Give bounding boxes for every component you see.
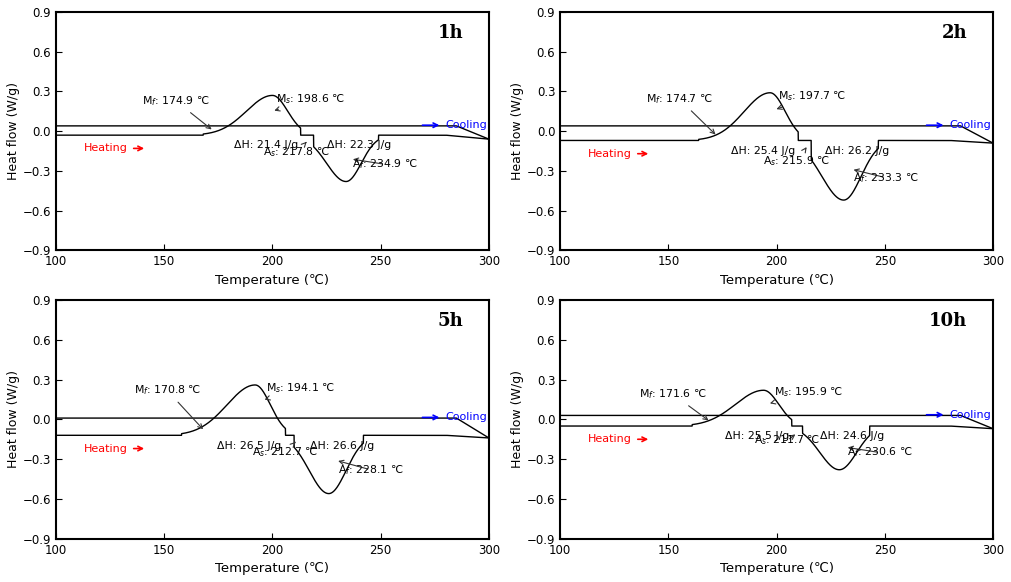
Text: 10h: 10h — [929, 312, 968, 330]
Text: ΔH: 26.2 J/g: ΔH: 26.2 J/g — [825, 146, 889, 156]
Text: Heating: Heating — [84, 143, 143, 154]
Text: Heating: Heating — [588, 149, 646, 159]
Text: A$_s$: 217.8 ℃: A$_s$: 217.8 ℃ — [264, 143, 330, 159]
Text: Heating: Heating — [588, 434, 646, 444]
Text: M$_f$: 170.8 ℃: M$_f$: 170.8 ℃ — [133, 384, 202, 428]
Text: ΔH: 22.3 J/g: ΔH: 22.3 J/g — [327, 140, 391, 151]
Text: M$_f$: 174.7 ℃: M$_f$: 174.7 ℃ — [646, 93, 715, 134]
Text: M$_s$: 197.7 ℃: M$_s$: 197.7 ℃ — [777, 90, 846, 109]
Text: ΔH: 25.5 J/g: ΔH: 25.5 J/g — [725, 431, 790, 441]
Text: 2h: 2h — [941, 24, 968, 42]
Text: 1h: 1h — [438, 24, 463, 42]
Text: Cooling: Cooling — [423, 120, 486, 130]
X-axis label: Temperature (℃): Temperature (℃) — [215, 274, 330, 287]
Text: ΔH: 26.6 J/g: ΔH: 26.6 J/g — [309, 441, 374, 450]
Text: M$_s$: 198.6 ℃: M$_s$: 198.6 ℃ — [275, 92, 345, 111]
Text: M$_f$: 174.9 ℃: M$_f$: 174.9 ℃ — [143, 94, 210, 129]
Text: M$_s$: 194.1 ℃: M$_s$: 194.1 ℃ — [266, 381, 335, 400]
Y-axis label: Heat flow (W/g): Heat flow (W/g) — [7, 82, 20, 180]
Y-axis label: Heat flow (W/g): Heat flow (W/g) — [511, 82, 524, 180]
Text: Heating: Heating — [84, 443, 143, 453]
Text: ΔH: 25.4 J/g: ΔH: 25.4 J/g — [732, 146, 796, 156]
Y-axis label: Heat flow (W/g): Heat flow (W/g) — [511, 370, 524, 469]
X-axis label: Temperature (℃): Temperature (℃) — [720, 562, 834, 575]
X-axis label: Temperature (℃): Temperature (℃) — [720, 274, 834, 287]
Text: Cooling: Cooling — [926, 120, 991, 130]
Text: A$_f$: 233.3 ℃: A$_f$: 233.3 ℃ — [853, 169, 919, 184]
Text: A$_s$: 212.7 ℃: A$_s$: 212.7 ℃ — [253, 442, 318, 459]
Text: M$_s$: 195.9 ℃: M$_s$: 195.9 ℃ — [771, 385, 843, 404]
Text: A$_s$: 215.9 ℃: A$_s$: 215.9 ℃ — [763, 148, 830, 168]
Text: Cooling: Cooling — [926, 410, 991, 420]
Text: M$_f$: 171.6 ℃: M$_f$: 171.6 ℃ — [639, 388, 708, 420]
Text: ΔH: 24.6 J/g: ΔH: 24.6 J/g — [820, 431, 885, 441]
Text: 5h: 5h — [437, 312, 463, 330]
Text: Cooling: Cooling — [423, 413, 486, 423]
Text: A$_f$: 228.1 ℃: A$_f$: 228.1 ℃ — [338, 460, 403, 477]
Text: A$_s$: 211.7 ℃: A$_s$: 211.7 ℃ — [754, 434, 820, 448]
Text: ΔH: 21.4 J/g: ΔH: 21.4 J/g — [234, 140, 298, 151]
X-axis label: Temperature (℃): Temperature (℃) — [215, 562, 330, 575]
Text: ΔH: 26.5 J/g: ΔH: 26.5 J/g — [216, 441, 281, 450]
Text: A$_f$: 230.6 ℃: A$_f$: 230.6 ℃ — [847, 446, 913, 459]
Text: A$_f$: 234.9 ℃: A$_f$: 234.9 ℃ — [353, 157, 418, 171]
Y-axis label: Heat flow (W/g): Heat flow (W/g) — [7, 370, 20, 469]
